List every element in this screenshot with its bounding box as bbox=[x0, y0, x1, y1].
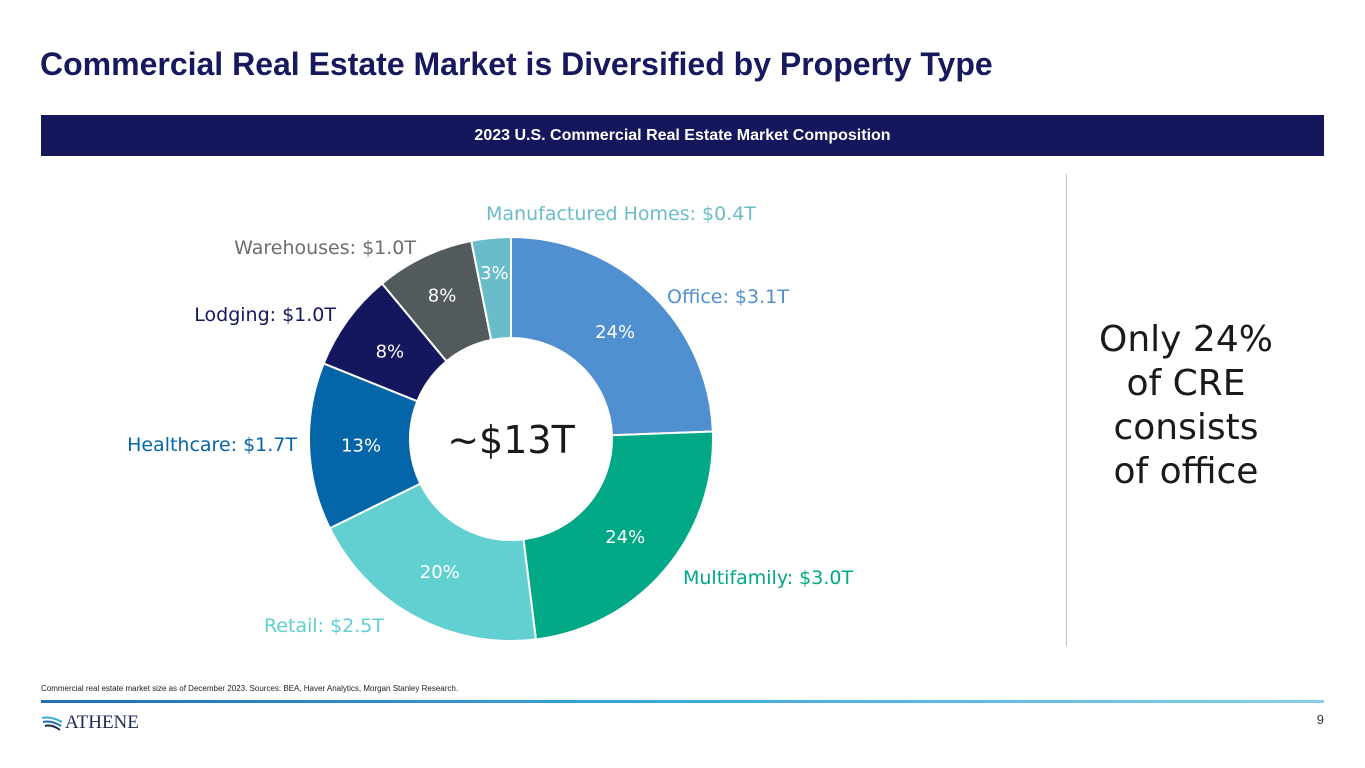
office-callout: Only 24% of CRE consists of office bbox=[1080, 318, 1292, 494]
callout-line: consists bbox=[1113, 407, 1259, 448]
slide-title: Commercial Real Estate Market is Diversi… bbox=[40, 46, 993, 82]
category-label-office: Office: $3.1T bbox=[667, 286, 789, 308]
percent-label-multifamily: 24% bbox=[605, 527, 645, 548]
percent-label-lodging: 8% bbox=[376, 342, 405, 363]
slice-multifamily bbox=[522, 430, 714, 641]
category-label-warehouses: Warehouses: $1.0T bbox=[234, 237, 416, 259]
percent-label-manufactured-homes: 3% bbox=[480, 263, 509, 284]
slice-retail bbox=[328, 482, 538, 642]
category-label-retail: Retail: $2.5T bbox=[264, 615, 384, 637]
callout-line: of office bbox=[1113, 451, 1259, 492]
chart-banner: 2023 U.S. Commercial Real Estate Market … bbox=[41, 115, 1324, 156]
category-label-manufactured-homes: Manufactured Homes: $0.4T bbox=[486, 203, 756, 225]
slice-manufactured-homes bbox=[470, 235, 512, 342]
donut-center-label: ~$13T bbox=[447, 418, 575, 462]
slice-office bbox=[510, 235, 714, 437]
athene-logo: ATHENE bbox=[41, 712, 139, 734]
footnote: Commercial real estate market size as of… bbox=[41, 684, 459, 693]
callout-line: of CRE bbox=[1126, 363, 1246, 404]
footer-rule bbox=[41, 700, 1324, 703]
athene-swoosh-icon bbox=[41, 716, 63, 731]
percent-label-warehouses: 8% bbox=[428, 286, 457, 307]
category-label-lodging: Lodging: $1.0T bbox=[194, 304, 336, 326]
percent-label-office: 24% bbox=[595, 322, 635, 343]
percent-label-healthcare: 13% bbox=[341, 436, 381, 457]
logo-text: ATHENE bbox=[65, 712, 139, 733]
category-label-multifamily: Multifamily: $3.0T bbox=[683, 567, 853, 589]
vertical-divider bbox=[1066, 174, 1067, 646]
percent-label-retail: 20% bbox=[420, 562, 460, 583]
callout-line: Only 24% bbox=[1099, 319, 1273, 360]
category-label-healthcare: Healthcare: $1.7T bbox=[127, 434, 297, 456]
page-number: 9 bbox=[1316, 712, 1324, 727]
